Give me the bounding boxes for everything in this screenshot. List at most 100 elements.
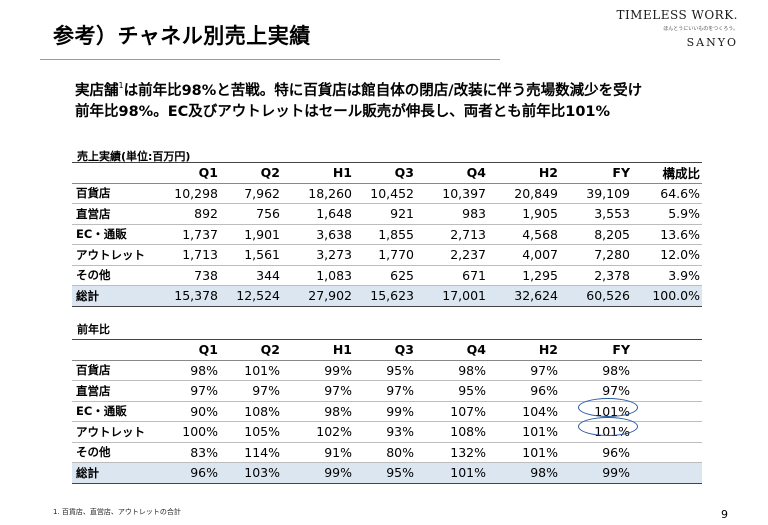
table-cell: 27,902 bbox=[282, 285, 354, 307]
table-cell: 1,905 bbox=[488, 203, 560, 225]
row-label: 直営店 bbox=[72, 203, 158, 225]
table-cell: 108% bbox=[416, 421, 488, 443]
table-cell: 98% bbox=[282, 401, 354, 422]
table-cell: 10,452 bbox=[354, 183, 416, 204]
logo-main-text: TIMELESS WORK. bbox=[616, 8, 738, 22]
row-label: EC・通販 bbox=[72, 401, 158, 422]
column-header: H2 bbox=[488, 339, 560, 361]
table-cell: 100.0% bbox=[632, 285, 702, 307]
table-cell bbox=[632, 401, 702, 422]
table-cell: 1,901 bbox=[220, 224, 282, 245]
column-header: H1 bbox=[282, 162, 354, 184]
column-header: Q1 bbox=[158, 162, 220, 184]
row-label: その他 bbox=[72, 265, 158, 286]
table-cell: 17,001 bbox=[416, 285, 488, 307]
column-header: FY bbox=[560, 339, 632, 361]
table-cell: 1,648 bbox=[282, 203, 354, 225]
table-cell: 15,378 bbox=[158, 285, 220, 307]
table-cell: 983 bbox=[416, 203, 488, 225]
table-cell: 101% bbox=[488, 421, 560, 443]
table-cell: 101% bbox=[488, 442, 560, 463]
table-row: EC・通販 1,737 1,901 3,638 1,855 2,713 4,568 8,205… bbox=[72, 224, 702, 245]
row-label: 直営店 bbox=[72, 380, 158, 402]
row-label: その他 bbox=[72, 442, 158, 463]
table-cell: 98% bbox=[416, 360, 488, 381]
footnote: 1. 百貨店、直営店、アウトレットの合計 bbox=[53, 508, 181, 516]
column-header: Q3 bbox=[354, 339, 416, 361]
sales-table-label: 売上実績(単位:百万円) bbox=[77, 150, 191, 163]
row-label: 総計 bbox=[72, 462, 158, 484]
table-cell: 10,298 bbox=[158, 183, 220, 204]
table-cell: 64.6% bbox=[632, 183, 702, 204]
yoy-table-label: 前年比 bbox=[77, 323, 110, 336]
table-cell: 7,962 bbox=[220, 183, 282, 204]
table-cell: 10,397 bbox=[416, 183, 488, 204]
row-label: 総計 bbox=[72, 285, 158, 307]
table-row: 百貨店 10,298 7,962 18,260 10,452 10,397 20,849 39… bbox=[72, 183, 702, 204]
table-row: 直営店 97% 97% 97% 97% 95% 96% 97% bbox=[72, 380, 702, 402]
table-cell: 132% bbox=[416, 442, 488, 463]
table-cell: 3,553 bbox=[560, 203, 632, 225]
column-header bbox=[632, 339, 702, 361]
table-header-row: Q1 Q2 H1 Q3 Q4 H2 FY 構成比 bbox=[72, 162, 702, 184]
table-cell: 99% bbox=[282, 462, 354, 484]
highlight-oval-outlet bbox=[578, 417, 638, 436]
table-cell: 95% bbox=[354, 462, 416, 484]
table-cell bbox=[632, 462, 702, 484]
table-cell: 90% bbox=[158, 401, 220, 422]
table-cell: 99% bbox=[560, 462, 632, 484]
row-label: 百貨店 bbox=[72, 183, 158, 204]
column-header: Q2 bbox=[220, 162, 282, 184]
page-title: 参考）チャネル別売上実績 bbox=[53, 24, 311, 48]
table-row: 総計 96% 103% 99% 95% 101% 98% 99% bbox=[72, 462, 702, 484]
highlight-oval-ec bbox=[578, 398, 638, 417]
table-row: 百貨店 98% 101% 99% 95% 98% 97% 98% bbox=[72, 360, 702, 381]
table-cell: 12,524 bbox=[220, 285, 282, 307]
table-cell: 108% bbox=[220, 401, 282, 422]
table-cell: 83% bbox=[158, 442, 220, 463]
column-header: FY bbox=[560, 162, 632, 184]
table-cell: 60,526 bbox=[560, 285, 632, 307]
table-cell: 103% bbox=[220, 462, 282, 484]
table-cell: 97% bbox=[488, 360, 560, 381]
table-cell: 102% bbox=[282, 421, 354, 443]
table-cell: 91% bbox=[282, 442, 354, 463]
table-cell: 4,568 bbox=[488, 224, 560, 245]
lead-line-2: 前年比98%。EC及びアウトレットはセール販売が伸長し、両者とも前年比101% bbox=[75, 104, 611, 120]
table-cell: 39,109 bbox=[560, 183, 632, 204]
table-cell: 97% bbox=[354, 380, 416, 402]
table-cell: 96% bbox=[560, 442, 632, 463]
table-cell: 5.9% bbox=[632, 203, 702, 225]
row-label: 百貨店 bbox=[72, 360, 158, 381]
table-cell: 95% bbox=[416, 380, 488, 402]
column-header bbox=[72, 339, 158, 361]
table-cell: 99% bbox=[282, 360, 354, 381]
table-cell: 15,623 bbox=[354, 285, 416, 307]
table-cell: 3.9% bbox=[632, 265, 702, 286]
table-row: アウトレット 100% 105% 102% 93% 108% 101% 101% bbox=[72, 421, 702, 443]
column-header: H2 bbox=[488, 162, 560, 184]
brand-logo: TIMELESS WORK. ほんとうにいいものをつくろう。 SANYO bbox=[616, 8, 738, 49]
table-cell: 100% bbox=[158, 421, 220, 443]
column-header: 構成比 bbox=[632, 162, 702, 184]
column-header: Q4 bbox=[416, 339, 488, 361]
table-cell: 98% bbox=[560, 360, 632, 381]
table-cell: 114% bbox=[220, 442, 282, 463]
table-cell: 18,260 bbox=[282, 183, 354, 204]
table-cell: 3,273 bbox=[282, 244, 354, 266]
table-cell: 93% bbox=[354, 421, 416, 443]
table-cell: 1,295 bbox=[488, 265, 560, 286]
row-label: アウトレット bbox=[72, 421, 158, 443]
table-cell: 13.6% bbox=[632, 224, 702, 245]
table-cell: 1,855 bbox=[354, 224, 416, 245]
table-cell: 105% bbox=[220, 421, 282, 443]
table-cell: 96% bbox=[158, 462, 220, 484]
table-cell: 344 bbox=[220, 265, 282, 286]
table-cell bbox=[632, 442, 702, 463]
table-cell: 107% bbox=[416, 401, 488, 422]
table-cell: 756 bbox=[220, 203, 282, 225]
column-header bbox=[72, 162, 158, 184]
table-cell: 671 bbox=[416, 265, 488, 286]
table-cell: 1,561 bbox=[220, 244, 282, 266]
table-cell: 96% bbox=[488, 380, 560, 402]
